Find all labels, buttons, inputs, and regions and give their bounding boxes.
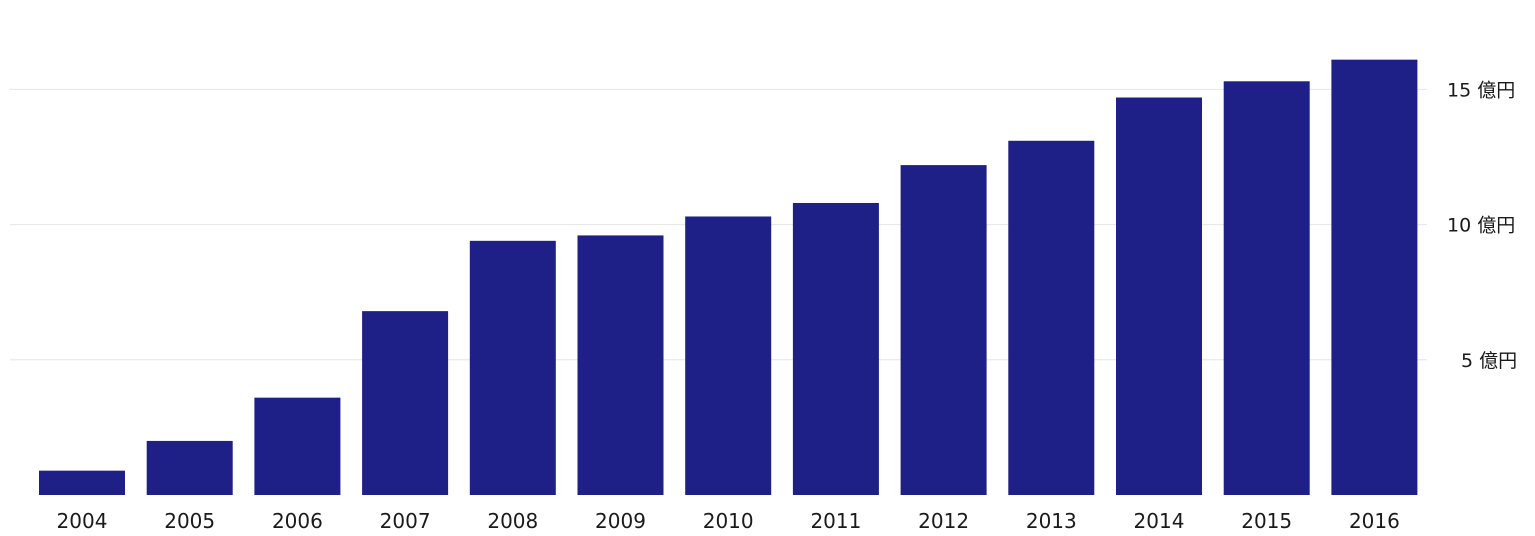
y-axis-labels: 5 億円 10 億円 15 億円 [1447,79,1517,371]
y-tick-label: 5 億円 [1461,350,1517,372]
bar-2007 [362,311,449,495]
x-tick-label: 2014 [1134,509,1185,533]
x-tick-label: 2011 [810,509,861,533]
bars [39,59,1418,496]
bar-2004 [39,470,125,495]
bar-2016 [1331,59,1418,495]
bar-2011 [792,202,879,495]
bar-2006 [254,397,341,495]
y-tick-label: 15 億円 [1447,79,1515,101]
x-axis-labels: 2004 2005 2006 2007 2008 2009 2010 2011 2012 2013… [57,509,1400,533]
bar-2008 [469,240,556,495]
x-tick-label: 2008 [487,509,538,533]
bar-2015 [1223,81,1310,496]
bar-2009 [577,235,664,495]
x-tick-label: 2010 [703,509,754,533]
bar-2014 [1116,97,1202,496]
x-tick-label: 2016 [1349,509,1400,533]
bar-2005 [146,440,233,495]
bar-2010 [685,216,772,495]
x-tick-label: 2012 [918,509,969,533]
x-tick-label: 2004 [57,509,108,533]
bar-2012 [900,165,987,495]
x-tick-label: 2006 [272,509,323,533]
x-tick-label: 2013 [1026,509,1077,533]
x-tick-label: 2015 [1241,509,1292,533]
y-tick-label: 10 億円 [1447,215,1515,237]
x-tick-label: 2005 [164,509,215,533]
bar-2013 [1008,140,1095,495]
x-tick-label: 2007 [380,509,431,533]
x-tick-label: 2009 [595,509,646,533]
